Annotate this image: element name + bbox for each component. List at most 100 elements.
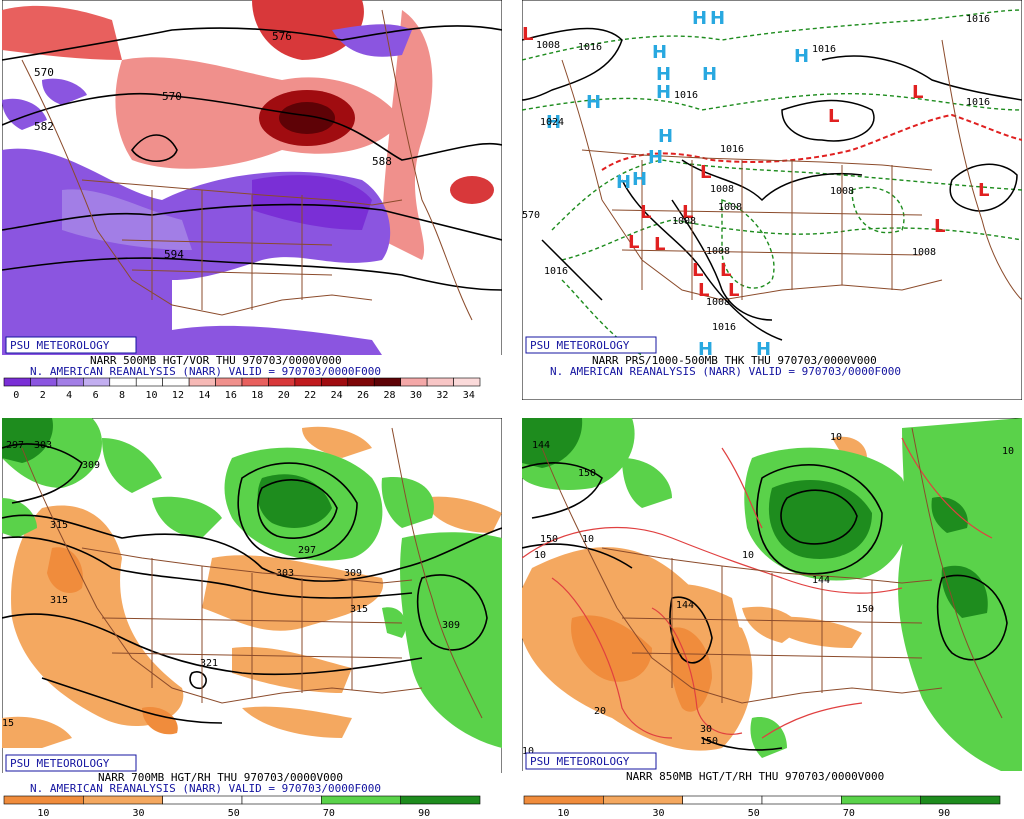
contour-label: 1016: [720, 144, 744, 155]
thickness-570-line: [601, 113, 1022, 171]
colorbar-swatch: [523, 795, 604, 805]
contour-label: 1008: [912, 247, 936, 258]
colorbar-tick-label: 6: [93, 390, 99, 400]
low-center: L: [700, 162, 711, 183]
low-center: L: [828, 106, 839, 127]
contour-label: 1008: [718, 202, 742, 213]
colorbar-tick-label: 10: [145, 390, 157, 400]
colorbar-swatch: [321, 377, 349, 387]
temp-label: 10: [534, 550, 546, 561]
contour-label: 1008: [710, 184, 734, 195]
vorticity-area: [450, 176, 494, 204]
contour-label: 1008: [706, 297, 730, 308]
temp-label: 10: [742, 550, 754, 561]
panel-subtitle: N. AMERICAN REANALYSIS (NARR) VALID = 97…: [30, 365, 381, 378]
contour-label: 570: [34, 66, 54, 79]
contour-label: 150: [540, 534, 558, 545]
colorbar-tick-label: 26: [357, 390, 369, 400]
colorbar-swatch: [56, 377, 84, 387]
contour-label: 1016: [812, 44, 836, 55]
contour-label: 1008: [672, 216, 696, 227]
contour-label: 297: [298, 545, 316, 556]
contour-label: 309: [344, 568, 362, 579]
panel-sea-level-pressure-thickness: H H H H H H H H H H H H H H H L L L L L …: [522, 0, 1022, 400]
contour-label: 576: [272, 30, 292, 43]
colorbar-tick-label: 70: [843, 808, 855, 818]
contour-label: 297: [6, 440, 24, 451]
temp-label: 10: [582, 534, 594, 545]
colorbar-swatch: [682, 795, 763, 805]
negative-vorticity-area: [252, 175, 372, 230]
colorbar-tick-label: 10: [37, 808, 49, 818]
high-center: H: [698, 339, 713, 360]
contour-label: 309: [82, 460, 100, 471]
contour-label: 1016: [544, 266, 568, 277]
contour-label: 150: [578, 468, 596, 479]
colorbar-swatch: [268, 377, 296, 387]
colorbar-ticks: 0 2 4 6 8 10 12 14 16 18 20 22 24 26 28 30 32 34: [13, 390, 475, 400]
colorbar-tick-label: 50: [748, 808, 760, 818]
psu-meteorology-badge: [5, 754, 137, 772]
height-contours: [2, 443, 502, 724]
low-center: L: [640, 202, 651, 223]
low-pressure-markers: L L L L L L L L L L L L L L: [522, 24, 989, 301]
colorbar-swatch: [400, 377, 428, 387]
colorbar-swatch: [841, 795, 921, 805]
colorbar-swatch: [347, 377, 375, 387]
psu-meteorology-badge: [525, 336, 657, 354]
colorbar: [3, 795, 481, 805]
contour-label: 570: [522, 210, 540, 221]
contour-label: 1016: [966, 97, 990, 108]
contour-label: 144: [532, 440, 550, 451]
colorbar-tick-label: 34: [463, 390, 475, 400]
contour-label: 315: [350, 604, 368, 615]
badge-text: PSU METEOROLOGY: [530, 755, 630, 768]
colorbar-swatch: [294, 377, 322, 387]
high-center: H: [632, 169, 647, 190]
vorticity-area: [252, 0, 364, 60]
temp-label: 30: [700, 724, 712, 735]
low-center: L: [728, 280, 739, 301]
colorbar-tick-label: 90: [938, 808, 950, 818]
colorbar-swatch: [321, 795, 401, 805]
colorbar-swatch: [373, 377, 401, 387]
negative-vorticity-area: [2, 98, 47, 130]
political-borders: [21, 9, 473, 321]
colorbar-tick-label: 50: [228, 808, 240, 818]
contour-label: 15: [2, 718, 14, 729]
contour-label: 594: [164, 248, 184, 261]
contour-label: 309: [442, 620, 460, 631]
colorbar-ticks: 10 30 50 70 90: [37, 808, 430, 818]
vorticity-max: [279, 102, 335, 134]
panel-title: NARR 850MB HGT/T/RH THU 970703/0000V000: [626, 770, 884, 783]
panel-700mb-height-rh: 297 303 309 315 315 297 303 309 315 321 …: [2, 418, 502, 818]
colorbar-swatch: [920, 795, 1001, 805]
contour-label: 570: [162, 90, 182, 103]
contour-label: 150: [700, 736, 718, 747]
contour-label: 1016: [674, 90, 698, 101]
colorbar-swatch: [30, 377, 58, 387]
political-borders: [541, 427, 1003, 719]
colorbar-swatch: [83, 795, 163, 805]
colorbar-tick-label: 22: [304, 390, 316, 400]
high-center: H: [692, 8, 707, 29]
colorbar-swatch: [162, 377, 190, 387]
colorbar-swatch: [241, 795, 322, 805]
panel-title: NARR 500MB HGT/VOR THU 970703/0000V000: [90, 354, 342, 367]
map-500mb: 570 582 570 594 588 576 PSU METEOROLOGY …: [2, 0, 502, 400]
negative-vorticity-area: [62, 189, 192, 250]
colorbar-tick-label: 2: [40, 390, 46, 400]
colorbar-tick-label: 0: [13, 390, 19, 400]
contour-label: 315: [50, 520, 68, 531]
panel-title: NARR 700MB HGT/RH THU 970703/0000V000: [98, 771, 343, 784]
contour-label: 1008: [830, 186, 854, 197]
contour-label: 1016: [578, 42, 602, 53]
colorbar-swatch: [603, 795, 683, 805]
high-center: H: [586, 92, 601, 113]
high-center: H: [656, 64, 671, 85]
colorbar-tick-label: 18: [251, 390, 263, 400]
temp-label: 10: [1002, 446, 1014, 457]
map-850mb: 144 150 150 144 144 150 150 10 10 10 10 …: [522, 418, 1022, 818]
panel-850mb-height-temp-rh: 144 150 150 144 144 150 150 10 10 10 10 …: [522, 418, 1022, 818]
psu-meteorology-badge: [5, 336, 137, 354]
